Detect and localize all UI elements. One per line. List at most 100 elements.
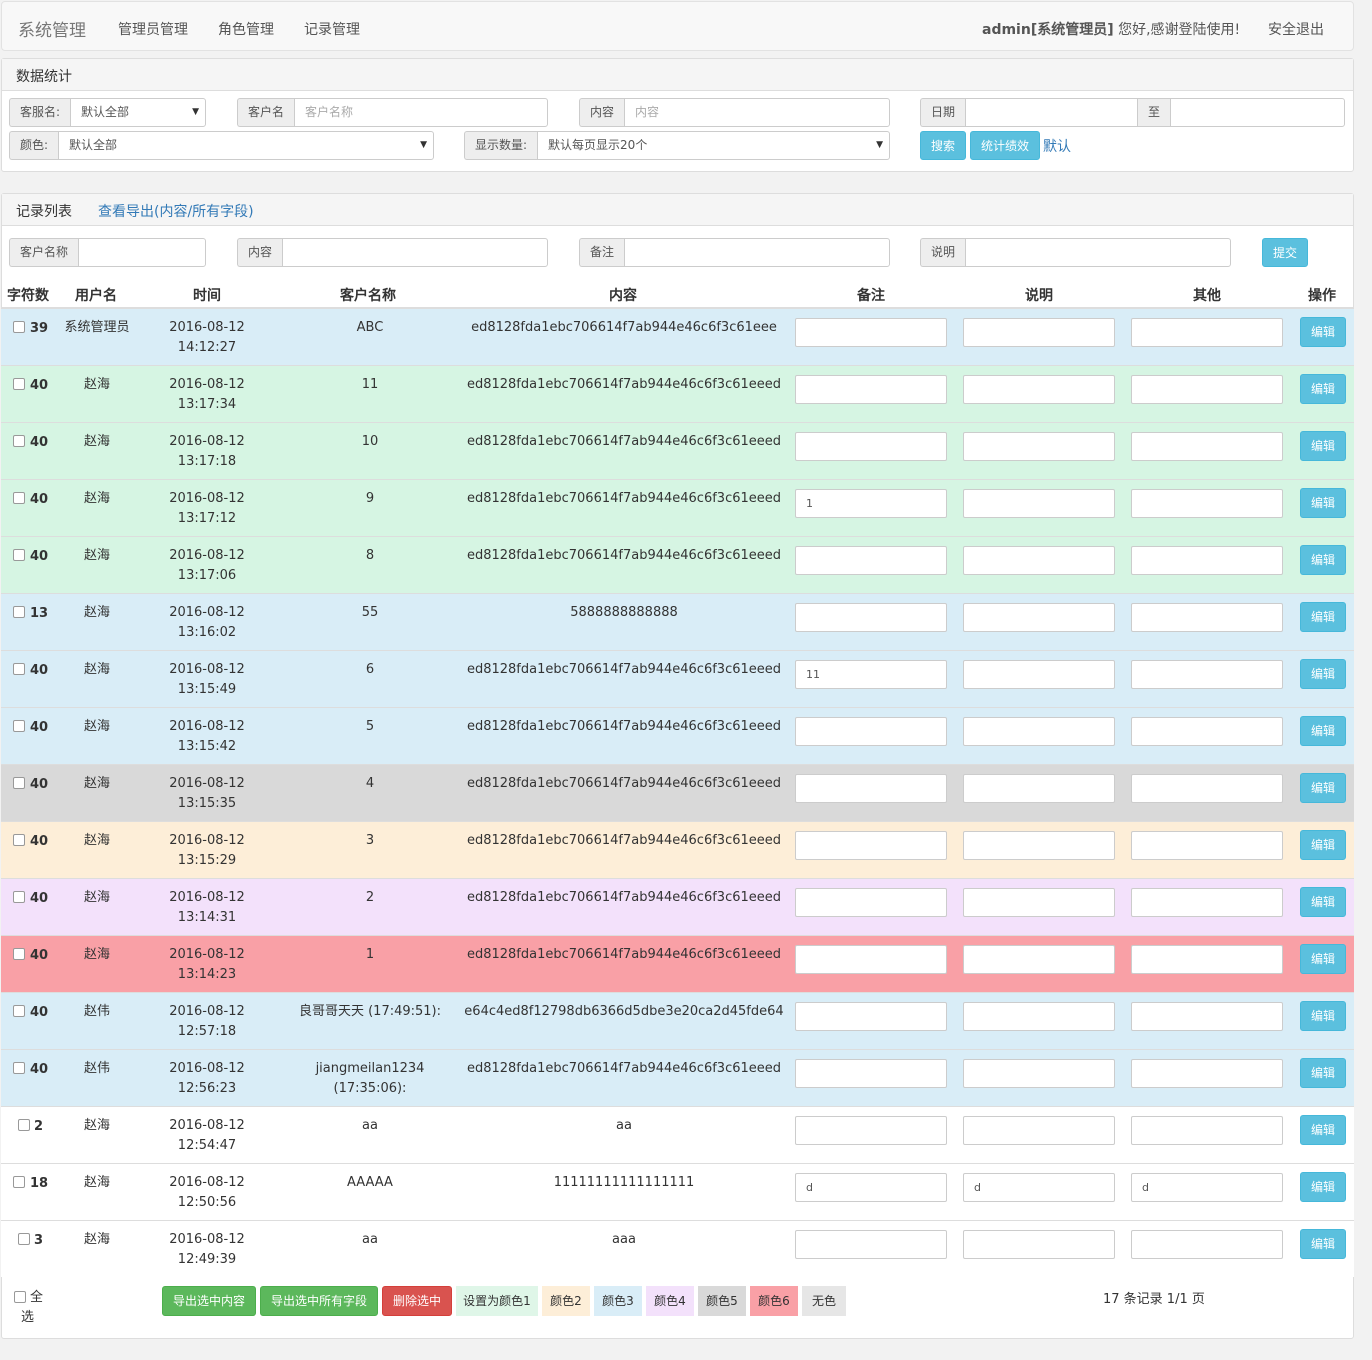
row-checkbox[interactable] <box>13 891 25 903</box>
filter-note-input[interactable] <box>624 238 890 267</box>
stat-performance-button[interactable]: 统计绩效 <box>970 131 1040 160</box>
row-checkbox[interactable] <box>13 777 25 789</box>
search-button[interactable]: 搜索 <box>920 131 966 160</box>
other-input[interactable] <box>1131 774 1283 803</box>
note-input[interactable] <box>795 888 947 917</box>
customer-name-input[interactable]: 客户名称 <box>294 98 548 127</box>
set-color-5-button[interactable]: 颜色5 <box>698 1286 746 1316</box>
edit-button[interactable]: 编辑 <box>1300 1001 1346 1031</box>
reset-default-link[interactable]: 默认 <box>1043 139 1071 155</box>
logout-link[interactable]: 安全退出 <box>1268 22 1324 38</box>
other-input[interactable]: d <box>1131 1173 1283 1202</box>
edit-button[interactable]: 编辑 <box>1300 1172 1346 1202</box>
set-color-2-button[interactable]: 颜色2 <box>542 1286 590 1316</box>
edit-button[interactable]: 编辑 <box>1300 1229 1346 1259</box>
filter-desc-input[interactable] <box>965 238 1231 267</box>
date-start-input[interactable] <box>965 98 1139 127</box>
set-color-7-button[interactable]: 无色 <box>802 1286 846 1316</box>
edit-button[interactable]: 编辑 <box>1300 944 1346 974</box>
description-input[interactable] <box>963 603 1115 632</box>
note-input[interactable] <box>795 603 947 632</box>
row-checkbox[interactable] <box>13 663 25 675</box>
edit-button[interactable]: 编辑 <box>1300 317 1346 347</box>
delete-selected-button[interactable]: 删除选中 <box>382 1286 452 1316</box>
color-select[interactable]: 默认全部 ▼ <box>58 131 434 160</box>
row-checkbox[interactable] <box>13 378 25 390</box>
other-input[interactable] <box>1131 1116 1283 1145</box>
row-checkbox[interactable] <box>13 321 25 333</box>
row-checkbox[interactable] <box>13 435 25 447</box>
nav-admin-management[interactable]: 管理员管理 <box>118 22 188 38</box>
description-input[interactable] <box>963 432 1115 461</box>
other-input[interactable] <box>1131 318 1283 347</box>
note-input[interactable] <box>795 432 947 461</box>
edit-button[interactable]: 编辑 <box>1300 545 1346 575</box>
note-input[interactable] <box>795 1230 947 1259</box>
description-input[interactable] <box>963 489 1115 518</box>
description-input[interactable] <box>963 1002 1115 1031</box>
other-input[interactable] <box>1131 831 1283 860</box>
set-color-3-button[interactable]: 颜色3 <box>594 1286 642 1316</box>
edit-button[interactable]: 编辑 <box>1300 830 1346 860</box>
page-size-select[interactable]: 默认每页显示20个 ▼ <box>537 131 890 160</box>
other-input[interactable] <box>1131 603 1283 632</box>
staff-select[interactable]: 默认全部 ▼ <box>70 98 206 127</box>
description-input[interactable] <box>963 1116 1115 1145</box>
other-input[interactable] <box>1131 945 1283 974</box>
other-input[interactable] <box>1131 1002 1283 1031</box>
brand-title[interactable]: 系统管理 <box>18 21 86 41</box>
row-checkbox[interactable] <box>18 1233 30 1245</box>
row-checkbox[interactable] <box>18 1119 30 1131</box>
description-input[interactable] <box>963 717 1115 746</box>
filter-customer-input[interactable] <box>78 238 206 267</box>
other-input[interactable] <box>1131 546 1283 575</box>
view-export-link[interactable]: 查看导出(内容/所有字段) <box>98 204 254 220</box>
row-checkbox[interactable] <box>13 549 25 561</box>
other-input[interactable] <box>1131 660 1283 689</box>
other-input[interactable] <box>1131 1230 1283 1259</box>
note-input[interactable] <box>795 831 947 860</box>
description-input[interactable] <box>963 945 1115 974</box>
edit-button[interactable]: 编辑 <box>1300 1058 1346 1088</box>
row-checkbox[interactable] <box>13 834 25 846</box>
set-color-6-button[interactable]: 颜色6 <box>750 1286 798 1316</box>
note-input[interactable] <box>795 717 947 746</box>
content-input[interactable]: 内容 <box>624 98 890 127</box>
date-end-input[interactable] <box>1170 98 1345 127</box>
filter-content-input[interactable] <box>282 238 548 267</box>
edit-button[interactable]: 编辑 <box>1300 773 1346 803</box>
edit-button[interactable]: 编辑 <box>1300 488 1346 518</box>
submit-filter-button[interactable]: 提交 <box>1262 238 1308 267</box>
description-input[interactable] <box>963 375 1115 404</box>
note-input[interactable]: 11 <box>795 660 947 689</box>
other-input[interactable] <box>1131 1059 1283 1088</box>
row-checkbox[interactable] <box>13 948 25 960</box>
description-input[interactable] <box>963 831 1115 860</box>
row-checkbox[interactable] <box>13 606 25 618</box>
description-input[interactable] <box>963 660 1115 689</box>
other-input[interactable] <box>1131 375 1283 404</box>
edit-button[interactable]: 编辑 <box>1300 602 1346 632</box>
edit-button[interactable]: 编辑 <box>1300 887 1346 917</box>
description-input[interactable] <box>963 888 1115 917</box>
description-input[interactable] <box>963 318 1115 347</box>
description-input[interactable]: d <box>963 1173 1115 1202</box>
edit-button[interactable]: 编辑 <box>1300 659 1346 689</box>
export-selected-content-button[interactable]: 导出选中内容 <box>162 1286 256 1316</box>
row-checkbox[interactable] <box>13 1176 25 1188</box>
description-input[interactable] <box>963 774 1115 803</box>
description-input[interactable] <box>963 1059 1115 1088</box>
note-input[interactable]: 1 <box>795 489 947 518</box>
description-input[interactable] <box>963 1230 1115 1259</box>
edit-button[interactable]: 编辑 <box>1300 431 1346 461</box>
note-input[interactable] <box>795 1059 947 1088</box>
nav-role-management[interactable]: 角色管理 <box>218 22 274 38</box>
row-checkbox[interactable] <box>13 1062 25 1074</box>
note-input[interactable] <box>795 1002 947 1031</box>
edit-button[interactable]: 编辑 <box>1300 374 1346 404</box>
row-checkbox[interactable] <box>13 1005 25 1017</box>
other-input[interactable] <box>1131 888 1283 917</box>
description-input[interactable] <box>963 546 1115 575</box>
note-input[interactable] <box>795 1116 947 1145</box>
export-selected-all-fields-button[interactable]: 导出选中所有字段 <box>260 1286 378 1316</box>
